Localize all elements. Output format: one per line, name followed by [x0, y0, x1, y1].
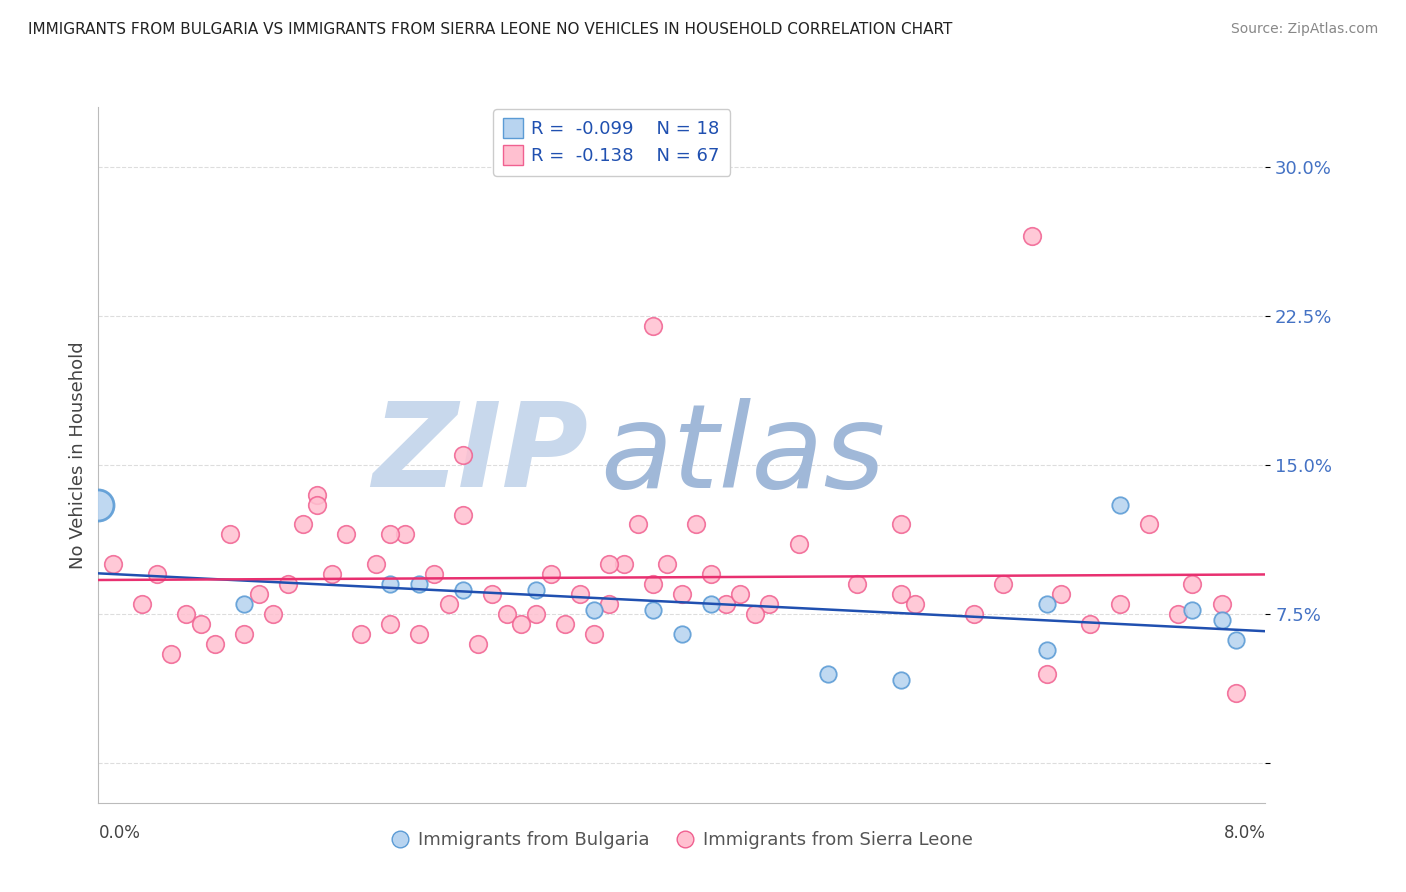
- Point: [423, 567, 446, 582]
- Point: [437, 597, 460, 611]
- Point: [380, 527, 402, 541]
- Point: [394, 527, 416, 541]
- Point: [568, 587, 591, 601]
- Point: [307, 498, 329, 512]
- Point: [817, 666, 839, 681]
- Point: [744, 607, 766, 621]
- Point: [1050, 587, 1073, 601]
- Point: [380, 577, 402, 591]
- Legend: Immigrants from Bulgaria, Immigrants from Sierra Leone: Immigrants from Bulgaria, Immigrants fro…: [384, 824, 980, 856]
- Point: [524, 607, 547, 621]
- Text: 0.0%: 0.0%: [98, 823, 141, 842]
- Point: [1021, 229, 1043, 244]
- Point: [262, 607, 284, 621]
- Point: [1108, 597, 1130, 611]
- Point: [904, 597, 927, 611]
- Point: [700, 567, 723, 582]
- Point: [890, 587, 912, 601]
- Point: [671, 587, 693, 601]
- Point: [451, 508, 474, 522]
- Point: [160, 647, 183, 661]
- Text: atlas: atlas: [600, 398, 886, 512]
- Point: [408, 577, 430, 591]
- Point: [962, 607, 984, 621]
- Point: [583, 627, 606, 641]
- Point: [350, 627, 373, 641]
- Point: [496, 607, 519, 621]
- Point: [233, 597, 256, 611]
- Point: [524, 583, 547, 598]
- Point: [131, 597, 153, 611]
- Point: [1035, 642, 1057, 657]
- Point: [758, 597, 780, 611]
- Point: [247, 587, 270, 601]
- Point: [1108, 498, 1130, 512]
- Point: [291, 517, 314, 532]
- Point: [700, 597, 723, 611]
- Point: [510, 616, 533, 631]
- Point: [335, 527, 357, 541]
- Point: [641, 577, 664, 591]
- Point: [583, 603, 606, 617]
- Point: [598, 558, 620, 572]
- Point: [1225, 686, 1247, 700]
- Point: [598, 597, 620, 611]
- Text: 8.0%: 8.0%: [1223, 823, 1265, 842]
- Point: [277, 577, 299, 591]
- Point: [307, 488, 329, 502]
- Point: [451, 448, 474, 462]
- Point: [540, 567, 562, 582]
- Point: [991, 577, 1014, 591]
- Point: [174, 607, 197, 621]
- Point: [554, 616, 576, 631]
- Point: [612, 558, 634, 572]
- Point: [146, 567, 169, 582]
- Point: [467, 637, 489, 651]
- Point: [321, 567, 343, 582]
- Point: [1211, 613, 1233, 627]
- Text: ZIP: ZIP: [373, 398, 589, 512]
- Text: IMMIGRANTS FROM BULGARIA VS IMMIGRANTS FROM SIERRA LEONE NO VEHICLES IN HOUSEHOL: IMMIGRANTS FROM BULGARIA VS IMMIGRANTS F…: [28, 22, 952, 37]
- Point: [1225, 632, 1247, 647]
- Point: [1080, 616, 1102, 631]
- Text: Source: ZipAtlas.com: Source: ZipAtlas.com: [1230, 22, 1378, 37]
- Point: [1035, 597, 1057, 611]
- Point: [641, 603, 664, 617]
- Point: [714, 597, 737, 611]
- Point: [204, 637, 226, 651]
- Point: [1167, 607, 1189, 621]
- Point: [233, 627, 256, 641]
- Point: [451, 583, 474, 598]
- Point: [641, 318, 664, 333]
- Point: [1211, 597, 1233, 611]
- Point: [481, 587, 503, 601]
- Point: [190, 616, 212, 631]
- Point: [408, 627, 430, 641]
- Point: [218, 527, 240, 541]
- Point: [890, 673, 912, 687]
- Point: [627, 517, 650, 532]
- Point: [101, 558, 124, 572]
- Y-axis label: No Vehicles in Household: No Vehicles in Household: [69, 341, 87, 569]
- Point: [1035, 666, 1057, 681]
- Point: [671, 627, 693, 641]
- Point: [890, 517, 912, 532]
- Point: [730, 587, 752, 601]
- Point: [1137, 517, 1160, 532]
- Point: [787, 537, 810, 551]
- Point: [1181, 577, 1204, 591]
- Point: [87, 498, 110, 512]
- Point: [380, 616, 402, 631]
- Point: [364, 558, 387, 572]
- Point: [685, 517, 707, 532]
- Point: [1181, 603, 1204, 617]
- Point: [657, 558, 679, 572]
- Point: [845, 577, 868, 591]
